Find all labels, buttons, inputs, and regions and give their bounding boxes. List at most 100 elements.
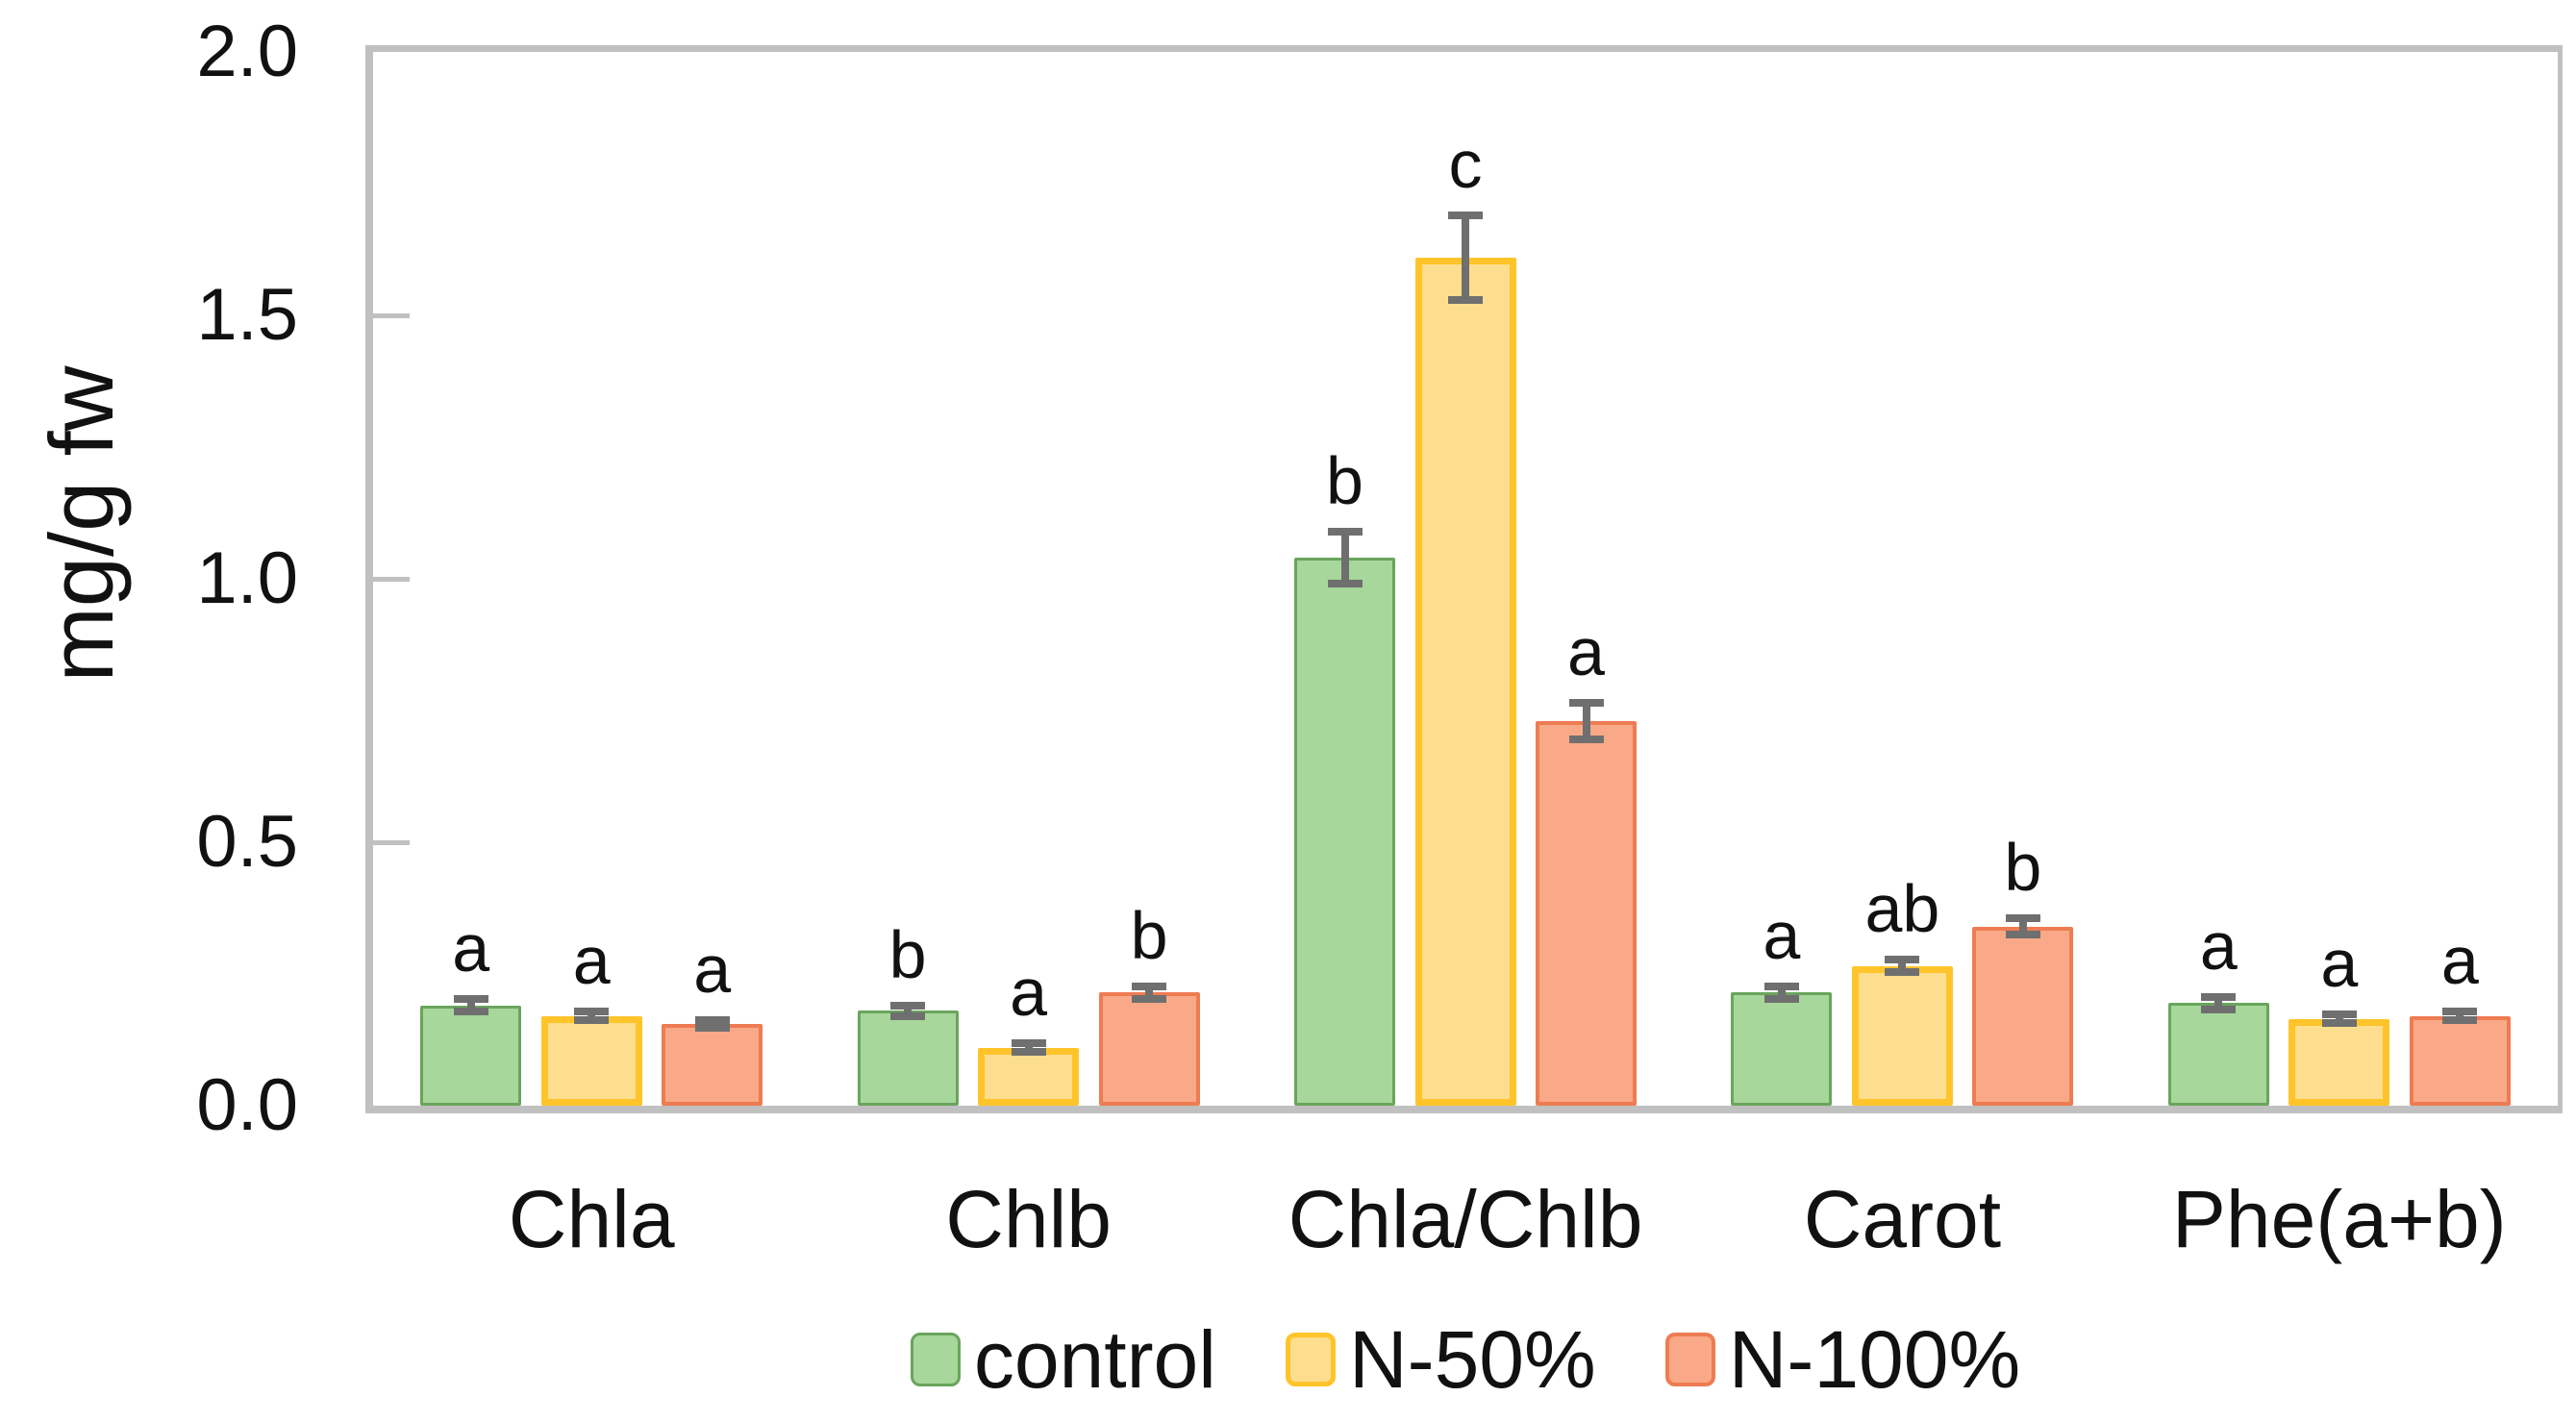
- sig-letter: a: [572, 923, 611, 999]
- error-bar-cap: [1327, 527, 1363, 536]
- bar-N-50%-Carot: [1851, 965, 1953, 1106]
- sig-letter: b: [1326, 442, 1363, 518]
- x-category-label: Carot: [1803, 1174, 2002, 1264]
- error-bar-cap: [2321, 1018, 2357, 1027]
- error-bar-cap: [2005, 931, 2040, 939]
- error-bar-line: [708, 1019, 716, 1029]
- legend-label: N-100%: [1728, 1314, 2021, 1405]
- error-bar-cap: [1885, 956, 1920, 964]
- error-bar-line: [466, 999, 475, 1012]
- sig-letter: c: [1448, 126, 1483, 202]
- y-axis-tick-label: 1.0: [196, 537, 298, 619]
- error-bar-cap: [453, 995, 488, 1004]
- bar-N-50%-Chlb: [978, 1047, 1080, 1106]
- error-bar-cap: [1011, 1039, 1046, 1048]
- error-bar-cap: [2005, 913, 2040, 922]
- y-axis-tick-label: 2.0: [196, 11, 298, 92]
- sig-letter: b: [2004, 829, 2042, 905]
- error-bar-cap: [2442, 1016, 2478, 1025]
- plot-area-frame: [365, 45, 2563, 1113]
- sig-letter: a: [2440, 923, 2479, 999]
- sig-letter: ab: [1864, 871, 1940, 947]
- legend: control N-50% N-100%: [373, 1318, 2558, 1401]
- y-axis-tick: [373, 839, 410, 845]
- sig-letter: a: [2199, 908, 2238, 984]
- error-bar-line: [1340, 531, 1349, 585]
- bar-N-100%-Phe(a+b): [2409, 1015, 2511, 1106]
- error-bar-cap: [1885, 968, 1920, 977]
- error-bar-line: [1024, 1043, 1033, 1053]
- bar-control-Carot: [1731, 992, 1833, 1106]
- bar-N-100%-Carot: [1972, 926, 2074, 1106]
- x-category-label: Chlb: [945, 1174, 1112, 1264]
- bar-N-50%-Chla: [540, 1015, 642, 1106]
- error-bar-cap: [574, 1008, 610, 1016]
- legend-label: control: [973, 1314, 1216, 1405]
- y-axis-tick-label: 1.5: [196, 274, 298, 356]
- bar-control-Phe(a+b): [2167, 1003, 2269, 1106]
- bar-control-Chlb: [857, 1010, 959, 1106]
- error-bar-cap: [453, 1008, 488, 1016]
- error-bar-cap: [1568, 698, 1604, 707]
- y-axis-title: mg/g fw: [31, 365, 132, 683]
- error-bar-line: [1462, 214, 1469, 300]
- bar-N-100%-Chlb: [1098, 992, 1200, 1106]
- error-bar-line: [1145, 985, 1154, 999]
- error-bar-cap: [1568, 736, 1604, 744]
- error-bar-line: [2018, 917, 2027, 936]
- sig-letter: a: [2320, 926, 2359, 1002]
- error-bar-line: [2456, 1011, 2464, 1021]
- legend-item-N-50%: N-50%: [1285, 1314, 1596, 1405]
- error-bar-cap: [574, 1016, 610, 1025]
- y-axis-tick: [373, 576, 410, 582]
- sig-letter: a: [1763, 897, 1801, 973]
- bar-N-100%-Chla: [662, 1024, 763, 1106]
- error-bar-line: [904, 1005, 913, 1016]
- legend-item-control: control: [910, 1314, 1216, 1405]
- sig-letter: a: [1010, 955, 1048, 1031]
- legend-swatch-icon: [1664, 1333, 1715, 1386]
- y-axis-tick-label: 0.0: [196, 1064, 298, 1146]
- error-bar-cap: [694, 1024, 730, 1033]
- sig-letter: a: [452, 911, 490, 986]
- error-bar-cap: [890, 1001, 926, 1010]
- error-bar-line: [588, 1011, 596, 1021]
- bar-N-100%-Chla/Chlb: [1536, 720, 1637, 1106]
- error-bar-cap: [890, 1011, 926, 1020]
- y-axis-tick-label: 0.5: [196, 801, 298, 883]
- error-bar-cap: [1327, 580, 1363, 588]
- error-bar-cap: [1448, 211, 1483, 219]
- sig-letter: b: [888, 916, 927, 992]
- error-bar-cap: [1763, 982, 1799, 990]
- error-bar-line: [2335, 1014, 2343, 1023]
- legend-swatch-icon: [910, 1333, 961, 1386]
- error-bar-cap: [2201, 992, 2237, 1001]
- bar-control-Chla: [420, 1005, 522, 1106]
- legend-item-N-100%: N-100%: [1664, 1314, 2021, 1405]
- error-bar-cap: [2201, 1005, 2237, 1013]
- bar-N-50%-Phe(a+b): [2288, 1018, 2390, 1106]
- bar-control-Chla/Chlb: [1294, 558, 1395, 1106]
- error-bar-cap: [1132, 982, 1167, 990]
- error-bar-cap: [1448, 295, 1483, 304]
- error-bar-cap: [694, 1015, 730, 1024]
- sig-letter: a: [693, 931, 732, 1007]
- error-bar-cap: [2321, 1010, 2357, 1019]
- error-bar-line: [2214, 996, 2223, 1010]
- x-category-label: Phe(a+b): [2171, 1174, 2507, 1264]
- error-bar-cap: [1132, 994, 1167, 1003]
- sig-letter: a: [1567, 613, 1605, 689]
- bar-N-50%-Chla/Chlb: [1414, 257, 1516, 1106]
- error-bar-line: [1582, 702, 1590, 740]
- error-bar-cap: [1011, 1048, 1046, 1057]
- x-category-label: Chla: [508, 1174, 675, 1264]
- error-bar-line: [1898, 960, 1907, 973]
- error-bar-cap: [1763, 994, 1799, 1003]
- legend-swatch-icon: [1285, 1333, 1336, 1386]
- sig-letter: b: [1130, 897, 1168, 973]
- error-bar-cap: [2442, 1008, 2478, 1016]
- legend-label: N-50%: [1348, 1314, 1596, 1405]
- error-bar-line: [1777, 985, 1786, 999]
- x-category-label: Chla/Chlb: [1288, 1174, 1643, 1264]
